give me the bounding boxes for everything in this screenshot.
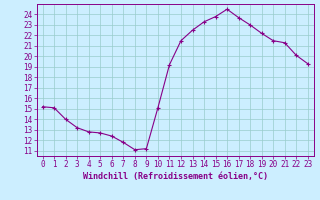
X-axis label: Windchill (Refroidissement éolien,°C): Windchill (Refroidissement éolien,°C) (83, 172, 268, 181)
